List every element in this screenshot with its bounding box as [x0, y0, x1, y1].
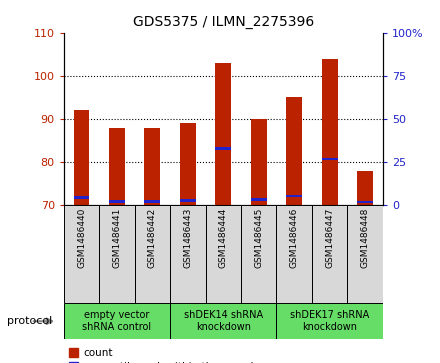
Bar — [64, 205, 99, 303]
Text: GSM1486446: GSM1486446 — [290, 208, 299, 268]
Text: shDEK14 shRNA
knockdown: shDEK14 shRNA knockdown — [184, 310, 263, 332]
Bar — [64, 303, 170, 339]
Bar — [144, 200, 161, 203]
Bar — [73, 196, 89, 199]
Legend: count, percentile rank within the sample: count, percentile rank within the sample — [69, 348, 260, 363]
Text: GSM1486443: GSM1486443 — [183, 208, 192, 268]
Text: GSM1486447: GSM1486447 — [325, 208, 334, 268]
Text: shDEK17 shRNA
knockdown: shDEK17 shRNA knockdown — [290, 310, 369, 332]
Bar — [322, 158, 337, 160]
Bar — [135, 205, 170, 303]
Bar — [276, 205, 312, 303]
Bar — [312, 205, 347, 303]
Bar — [276, 303, 383, 339]
Bar — [357, 201, 373, 203]
Bar — [251, 198, 267, 201]
Text: GSM1486440: GSM1486440 — [77, 208, 86, 268]
Text: GSM1486445: GSM1486445 — [254, 208, 263, 268]
Text: GSM1486442: GSM1486442 — [148, 208, 157, 268]
Bar — [347, 205, 383, 303]
Text: empty vector
shRNA control: empty vector shRNA control — [82, 310, 151, 332]
Bar — [73, 110, 89, 205]
Bar — [205, 205, 241, 303]
Bar — [180, 199, 196, 201]
Bar — [99, 205, 135, 303]
Bar — [144, 127, 161, 205]
Bar — [215, 63, 231, 205]
Bar — [109, 200, 125, 203]
Bar — [286, 195, 302, 197]
Bar — [357, 171, 373, 205]
Bar — [215, 147, 231, 150]
Bar — [322, 58, 337, 205]
Text: GSM1486448: GSM1486448 — [360, 208, 370, 268]
Text: GSM1486441: GSM1486441 — [113, 208, 121, 268]
Bar — [170, 303, 276, 339]
Bar — [286, 97, 302, 205]
Bar — [109, 127, 125, 205]
Title: GDS5375 / ILMN_2275396: GDS5375 / ILMN_2275396 — [133, 15, 314, 29]
Bar — [170, 205, 205, 303]
Text: GSM1486444: GSM1486444 — [219, 208, 228, 268]
Bar — [241, 205, 276, 303]
Bar — [251, 119, 267, 205]
Bar — [180, 123, 196, 205]
Text: protocol: protocol — [7, 316, 52, 326]
